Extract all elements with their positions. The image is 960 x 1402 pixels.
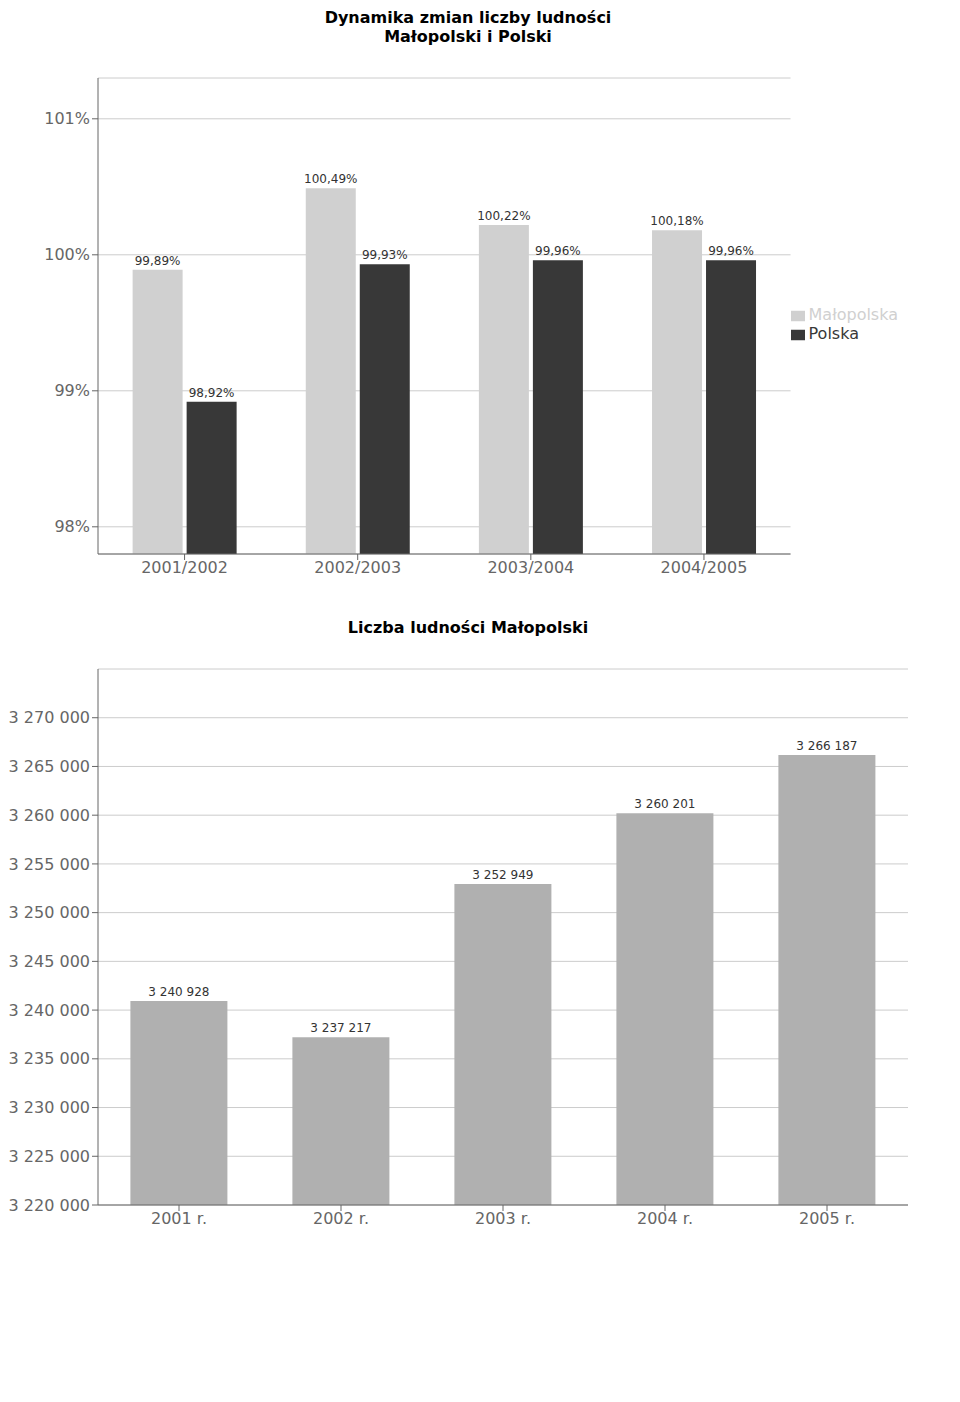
svg-text:3 252 949: 3 252 949	[472, 868, 533, 882]
svg-text:3 235 000: 3 235 000	[9, 1049, 90, 1068]
svg-text:3 255 000: 3 255 000	[9, 855, 90, 874]
svg-text:3 270 000: 3 270 000	[9, 708, 90, 727]
svg-text:2002 r.: 2002 r.	[313, 1209, 369, 1228]
svg-text:99,89%: 99,89%	[135, 254, 181, 268]
svg-text:100,22%: 100,22%	[477, 209, 530, 223]
html-text:Małopolska: Małopolska	[808, 305, 898, 324]
svg-text:3 245 000: 3 245 000	[9, 952, 90, 971]
svg-text:2001/2002: 2001/2002	[141, 558, 228, 577]
svg-text:3 220 000: 3 220 000	[9, 1196, 90, 1215]
svg-text:99,96%: 99,96%	[708, 244, 754, 258]
svg-text:3 225 000: 3 225 000	[9, 1147, 90, 1166]
html-text:Polska: Polska	[808, 324, 859, 343]
svg-text:99%: 99%	[54, 381, 90, 400]
svg-text:98%: 98%	[54, 517, 90, 536]
svg-text:3 260 201: 3 260 201	[634, 797, 695, 811]
svg-text:100,49%: 100,49%	[304, 172, 357, 186]
svg-text:2003/2004: 2003/2004	[487, 558, 574, 577]
svg-text:3 237 217: 3 237 217	[310, 1021, 371, 1035]
svg-text:3 266 187: 3 266 187	[796, 739, 857, 753]
svg-text:99,96%: 99,96%	[535, 244, 581, 258]
svg-text:3 240 000: 3 240 000	[9, 1001, 90, 1020]
svg-text:101%: 101%	[44, 109, 90, 128]
svg-text:3 240 928: 3 240 928	[148, 985, 209, 999]
svg-text:2001 r.: 2001 r.	[151, 1209, 207, 1228]
svg-text:99,93%: 99,93%	[362, 248, 408, 262]
svg-text:98,92%: 98,92%	[189, 386, 235, 400]
svg-text:2005 r.: 2005 r.	[799, 1209, 855, 1228]
svg-text:2002/2003: 2002/2003	[314, 558, 401, 577]
svg-text:2004/2005: 2004/2005	[661, 558, 748, 577]
html-text:Liczba ludności Małopolski: Liczba ludności Małopolski	[347, 618, 589, 637]
svg-text:3 265 000: 3 265 000	[9, 757, 90, 776]
svg-text:2004 r.: 2004 r.	[637, 1209, 693, 1228]
svg-text:3 230 000: 3 230 000	[9, 1098, 90, 1117]
svg-text:100,18%: 100,18%	[650, 214, 703, 228]
svg-text:3 250 000: 3 250 000	[9, 903, 90, 922]
svg-text:2003 r.: 2003 r.	[475, 1209, 531, 1228]
html-text:Dynamika zmian liczby ludności: Dynamika zmian liczby ludności Małopolsk…	[324, 8, 612, 46]
svg-text:3 260 000: 3 260 000	[9, 806, 90, 825]
svg-text:100%: 100%	[44, 245, 90, 264]
